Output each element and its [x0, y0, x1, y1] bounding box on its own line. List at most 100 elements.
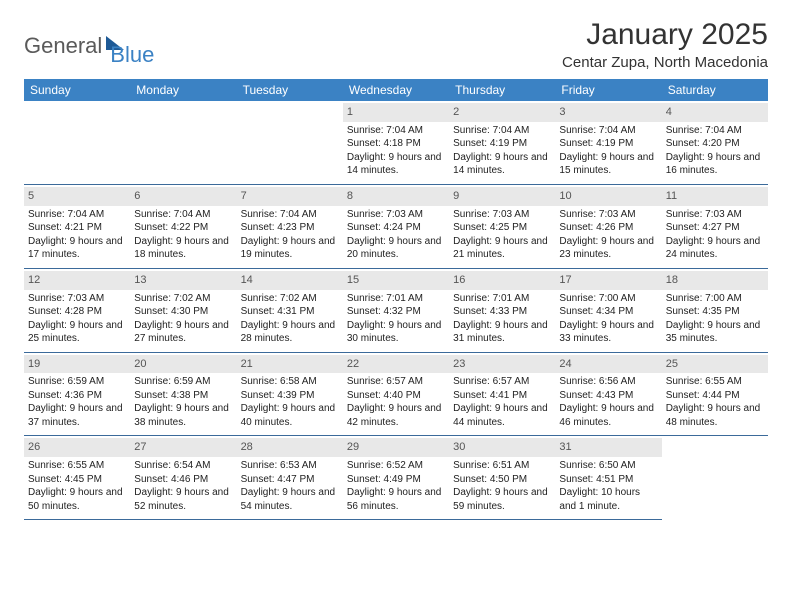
sunrise-line: Sunrise: 6:58 AM — [241, 375, 339, 389]
day-number: 25 — [662, 355, 768, 374]
sunset-line: Sunset: 4:44 PM — [666, 389, 764, 403]
calendar-page: General Blue January 2025 Centar Zupa, N… — [0, 0, 792, 538]
daylight-line: Daylight: 9 hours and 19 minutes. — [241, 235, 339, 262]
daylight-line: Daylight: 9 hours and 24 minutes. — [666, 235, 764, 262]
weekday-header: Saturday — [662, 79, 768, 101]
daylight-line: Daylight: 10 hours and 1 minute. — [559, 486, 657, 513]
daylight-line: Daylight: 9 hours and 56 minutes. — [347, 486, 445, 513]
daylight-line: Daylight: 9 hours and 33 minutes. — [559, 319, 657, 346]
day-cell: 25Sunrise: 6:55 AMSunset: 4:44 PMDayligh… — [662, 353, 768, 437]
sunset-line: Sunset: 4:24 PM — [347, 221, 445, 235]
day-cell: 6Sunrise: 7:04 AMSunset: 4:22 PMDaylight… — [130, 185, 236, 269]
sunset-line: Sunset: 4:19 PM — [559, 137, 657, 151]
day-cell: 21Sunrise: 6:58 AMSunset: 4:39 PMDayligh… — [237, 353, 343, 437]
sunrise-line: Sunrise: 7:02 AM — [241, 292, 339, 306]
weekday-header: Monday — [130, 79, 236, 101]
daylight-line: Daylight: 9 hours and 27 minutes. — [134, 319, 232, 346]
day-number: 11 — [662, 187, 768, 206]
weekday-header: Friday — [555, 79, 661, 101]
day-number: 23 — [449, 355, 555, 374]
day-number: 30 — [449, 438, 555, 457]
daylight-line: Daylight: 9 hours and 31 minutes. — [453, 319, 551, 346]
sunrise-line: Sunrise: 6:51 AM — [453, 459, 551, 473]
sunrise-line: Sunrise: 7:02 AM — [134, 292, 232, 306]
daylight-line: Daylight: 9 hours and 37 minutes. — [28, 402, 126, 429]
day-number: 6 — [130, 187, 236, 206]
sunrise-line: Sunrise: 6:57 AM — [453, 375, 551, 389]
day-number: 8 — [343, 187, 449, 206]
sunrise-line: Sunrise: 7:03 AM — [666, 208, 764, 222]
day-number: 9 — [449, 187, 555, 206]
sunrise-line: Sunrise: 6:55 AM — [666, 375, 764, 389]
sunset-line: Sunset: 4:38 PM — [134, 389, 232, 403]
day-cell: 10Sunrise: 7:03 AMSunset: 4:26 PMDayligh… — [555, 185, 661, 269]
daylight-line: Daylight: 9 hours and 21 minutes. — [453, 235, 551, 262]
day-number: 28 — [237, 438, 343, 457]
sunrise-line: Sunrise: 7:00 AM — [559, 292, 657, 306]
sunrise-line: Sunrise: 7:04 AM — [134, 208, 232, 222]
sunrise-line: Sunrise: 6:52 AM — [347, 459, 445, 473]
day-cell: 11 Sunrise: 7:03 AMSunset: 4:27 PMDayligh… — [662, 185, 768, 269]
sunrise-line: Sunrise: 7:03 AM — [453, 208, 551, 222]
day-number: 16 — [449, 271, 555, 290]
daylight-line: Daylight: 9 hours and 16 minutes. — [666, 151, 764, 178]
daylight-line: Daylight: 9 hours and 50 minutes. — [28, 486, 126, 513]
sunset-line: Sunset: 4:33 PM — [453, 305, 551, 319]
empty-cell — [24, 101, 130, 185]
day-number: 13 — [130, 271, 236, 290]
day-cell: 17Sunrise: 7:00 AMSunset: 4:34 PMDayligh… — [555, 269, 661, 353]
daylight-line: Daylight: 9 hours and 40 minutes. — [241, 402, 339, 429]
sunrise-line: Sunrise: 7:04 AM — [241, 208, 339, 222]
daylight-line: Daylight: 9 hours and 59 minutes. — [453, 486, 551, 513]
daylight-line: Daylight: 9 hours and 23 minutes. — [559, 235, 657, 262]
sunrise-line: Sunrise: 7:04 AM — [559, 124, 657, 138]
sunset-line: Sunset: 4:34 PM — [559, 305, 657, 319]
weekday-header: Sunday — [24, 79, 130, 101]
weekday-header: Thursday — [449, 79, 555, 101]
sunset-line: Sunset: 4:40 PM — [347, 389, 445, 403]
daylight-line: Daylight: 9 hours and 46 minutes. — [559, 402, 657, 429]
day-cell: 12Sunrise: 7:03 AMSunset: 4:28 PMDayligh… — [24, 269, 130, 353]
weekday-header: Wednesday — [343, 79, 449, 101]
day-cell: 1Sunrise: 7:04 AMSunset: 4:18 PMDaylight… — [343, 101, 449, 185]
day-cell: 28Sunrise: 6:53 AMSunset: 4:47 PMDayligh… — [237, 436, 343, 520]
daylight-line: Daylight: 9 hours and 52 minutes. — [134, 486, 232, 513]
day-cell: 15Sunrise: 7:01 AMSunset: 4:32 PMDayligh… — [343, 269, 449, 353]
day-number: 31 — [555, 438, 661, 457]
sunrise-line: Sunrise: 7:03 AM — [28, 292, 126, 306]
sunset-line: Sunset: 4:51 PM — [559, 473, 657, 487]
daylight-line: Daylight: 9 hours and 35 minutes. — [666, 319, 764, 346]
sunset-line: Sunset: 4:32 PM — [347, 305, 445, 319]
sunset-line: Sunset: 4:27 PM — [666, 221, 764, 235]
daylight-line: Daylight: 9 hours and 14 minutes. — [453, 151, 551, 178]
daylight-line: Daylight: 9 hours and 48 minutes. — [666, 402, 764, 429]
day-cell: 16Sunrise: 7:01 AMSunset: 4:33 PMDayligh… — [449, 269, 555, 353]
sunset-line: Sunset: 4:20 PM — [666, 137, 764, 151]
day-number: 26 — [24, 438, 130, 457]
daylight-line: Daylight: 9 hours and 30 minutes. — [347, 319, 445, 346]
daylight-line: Daylight: 9 hours and 17 minutes. — [28, 235, 126, 262]
sunrise-line: Sunrise: 6:59 AM — [28, 375, 126, 389]
day-number: 18 — [662, 271, 768, 290]
day-cell: 29Sunrise: 6:52 AMSunset: 4:49 PMDayligh… — [343, 436, 449, 520]
sunset-line: Sunset: 4:30 PM — [134, 305, 232, 319]
day-cell: 8Sunrise: 7:03 AMSunset: 4:24 PMDaylight… — [343, 185, 449, 269]
location: Centar Zupa, North Macedonia — [562, 54, 768, 71]
daylight-line: Daylight: 9 hours and 28 minutes. — [241, 319, 339, 346]
day-number: 20 — [130, 355, 236, 374]
day-cell: 26Sunrise: 6:55 AMSunset: 4:45 PMDayligh… — [24, 436, 130, 520]
day-number: 3 — [555, 103, 661, 122]
day-number: 12 — [24, 271, 130, 290]
logo: General Blue — [24, 18, 154, 68]
daylight-line: Daylight: 9 hours and 25 minutes. — [28, 319, 126, 346]
day-cell: 14Sunrise: 7:02 AMSunset: 4:31 PMDayligh… — [237, 269, 343, 353]
sunrise-line: Sunrise: 7:01 AM — [347, 292, 445, 306]
sunset-line: Sunset: 4:41 PM — [453, 389, 551, 403]
day-cell: 7Sunrise: 7:04 AMSunset: 4:23 PMDaylight… — [237, 185, 343, 269]
sunrise-line: Sunrise: 7:04 AM — [453, 124, 551, 138]
day-number: 21 — [237, 355, 343, 374]
day-cell: 31Sunrise: 6:50 AMSunset: 4:51 PMDayligh… — [555, 436, 661, 520]
daylight-line: Daylight: 9 hours and 14 minutes. — [347, 151, 445, 178]
sunrise-line: Sunrise: 7:04 AM — [666, 124, 764, 138]
daylight-line: Daylight: 9 hours and 44 minutes. — [453, 402, 551, 429]
